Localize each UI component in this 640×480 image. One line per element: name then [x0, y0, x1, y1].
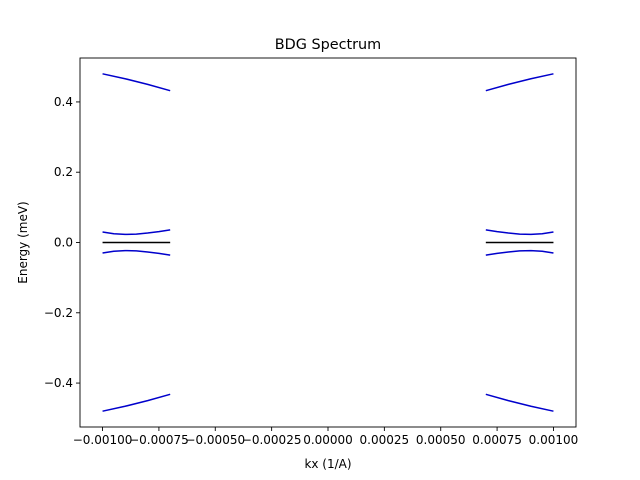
x-tick-label: −0.00050: [185, 433, 245, 447]
x-tick-label: −0.00100: [73, 433, 133, 447]
x-axis-label: kx (1/A): [304, 457, 351, 471]
x-tick-label: 0.00025: [360, 433, 410, 447]
series-line-3: [102, 229, 171, 236]
y-tick-label: −0.4: [44, 376, 73, 390]
series-line-6: [485, 73, 554, 92]
series-line-8: [485, 229, 554, 236]
x-axis-ticks: −0.00100−0.00075−0.00050−0.00025 0.00000 0…: [73, 427, 579, 447]
x-tick-label: 0.00050: [416, 433, 466, 447]
x-tick-label: 0.00075: [472, 433, 522, 447]
y-tick-label: −0.2: [44, 306, 73, 320]
series-layer: [102, 73, 554, 412]
x-tick-label: 0.00100: [529, 433, 579, 447]
y-tick-label: 0.4: [54, 95, 73, 109]
y-tick-label: 0.2: [54, 165, 73, 179]
x-tick-label: 0.00000: [303, 433, 353, 447]
chart-title: BDG Spectrum: [275, 37, 381, 53]
series-line-2: [102, 393, 171, 412]
y-axis-ticks: −0.4 −0.2 0.0 0.2 0.4: [44, 95, 80, 390]
x-tick-label: −0.00075: [129, 433, 189, 447]
series-line-1: [102, 73, 171, 92]
series-line-7: [485, 393, 554, 412]
series-line-4: [102, 249, 171, 256]
y-tick-label: 0.0: [54, 236, 73, 250]
y-axis-label: Energy (meV): [16, 201, 30, 283]
series-line-9: [485, 249, 554, 256]
x-tick-label: −0.00025: [242, 433, 302, 447]
